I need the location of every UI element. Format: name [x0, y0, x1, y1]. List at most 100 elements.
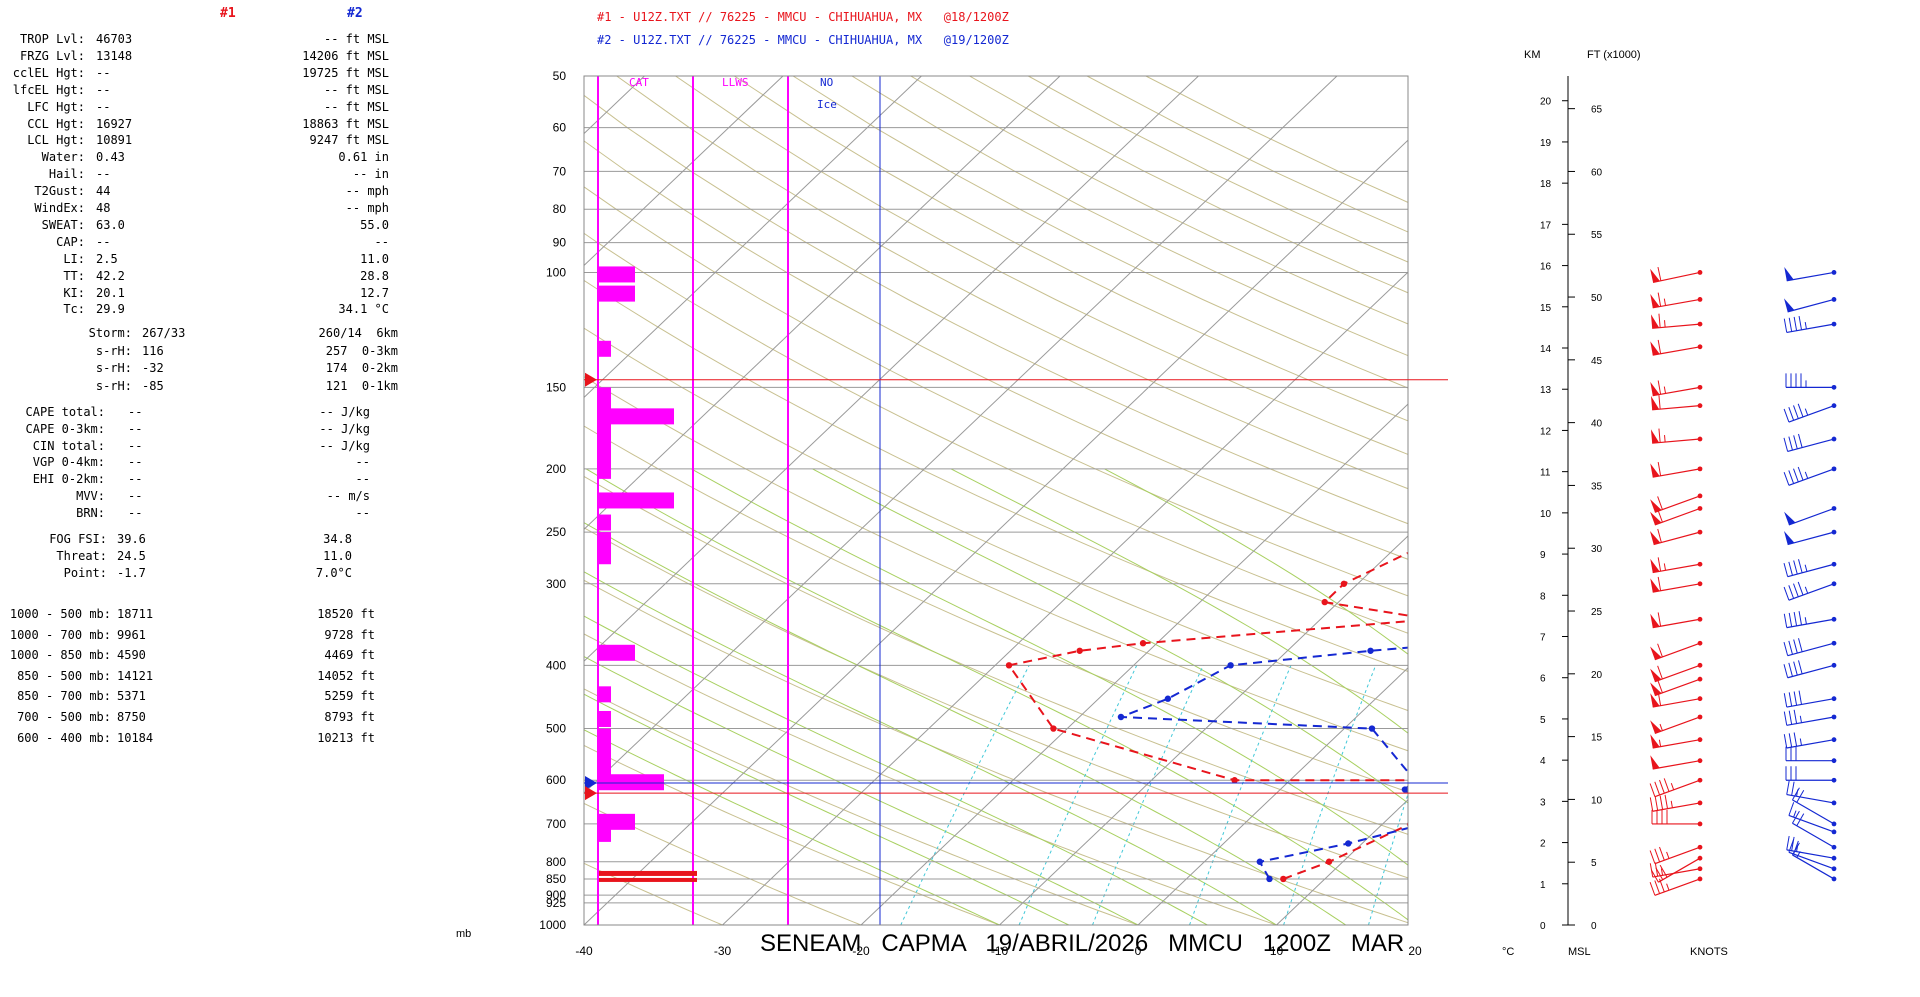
wind-barb-flag — [1783, 437, 1789, 452]
ft-tick-label: 10 — [1591, 795, 1603, 806]
cat-bar — [599, 387, 611, 469]
wind-barb-flag — [1788, 662, 1793, 677]
wind-barb — [1783, 315, 1837, 334]
wind-barb-station — [1831, 662, 1837, 668]
cat-bar — [599, 285, 635, 302]
wind-barb-station — [1831, 561, 1837, 567]
wind-barb — [1650, 461, 1703, 478]
profile-dewpoint-point — [1164, 695, 1172, 702]
wind-barb-station — [1831, 403, 1837, 409]
wind-barb-flag — [1654, 796, 1659, 811]
wind-barb-station — [1831, 640, 1837, 646]
profile-temperature-point — [1628, 466, 1634, 472]
param-value-run1: -1.7 — [117, 566, 146, 580]
profile-dewpoint-point — [1463, 517, 1469, 523]
param-value-run2: 18863 ft MSL — [302, 116, 389, 131]
wind-barb-station — [1831, 821, 1837, 827]
wind-barb-half — [1799, 715, 1802, 723]
wind-barb-flag — [1657, 380, 1662, 395]
cat-bar — [599, 266, 635, 283]
pressure-tick-label: 250 — [546, 525, 566, 539]
param-value-run1: 18711 — [117, 607, 154, 621]
profile-temperature-point — [1507, 752, 1513, 758]
cat-bar — [599, 686, 611, 703]
wind-barb-shaft — [1787, 298, 1835, 313]
wind-barb-station — [1697, 777, 1703, 783]
param-value-run2: 7.0°C — [315, 566, 352, 580]
param-value-run1: 10891 — [96, 133, 133, 148]
param-value-run1: 267/33 — [142, 326, 186, 340]
wind-barb-station — [1697, 297, 1703, 302]
param-value-run1: -85 — [142, 378, 164, 393]
dry-adiabat — [584, 186, 1408, 597]
wind-barb-flag — [1798, 638, 1803, 652]
wind-barb-flag — [1793, 709, 1798, 724]
wind-barb-pennant — [1650, 429, 1660, 444]
wind-barb-flag — [1791, 810, 1800, 824]
param-value-run2: -- — [374, 234, 389, 249]
wind-barb-station — [1831, 466, 1837, 472]
run1-header: #1 — [220, 6, 236, 21]
param-label: Water: — [41, 150, 85, 165]
tropopause-marker-run1 — [585, 372, 597, 387]
cat-bar — [599, 825, 611, 842]
wind-barb-half — [1804, 408, 1809, 416]
dry-adiabat — [910, 76, 1408, 325]
cat-bar — [599, 813, 635, 830]
wind-barb-shaft — [1788, 507, 1835, 526]
pressure-tick-label: 200 — [546, 462, 566, 476]
wind-barb-station — [1831, 270, 1837, 275]
moist-adiabat — [584, 571, 1277, 925]
profile-temperature-point — [1727, 384, 1733, 390]
isotherm — [1415, 76, 1920, 925]
wind-barb-flag — [1793, 316, 1798, 331]
isotherm — [584, 76, 645, 135]
wind-barb-shaft — [1788, 583, 1835, 601]
pressure-tick-label: 500 — [546, 722, 566, 736]
profile-dewpoint-point — [1321, 598, 1328, 606]
wind-barb — [1650, 714, 1703, 734]
wind-barb-station — [1697, 662, 1703, 668]
param-value-run2: -- J/kg — [319, 438, 370, 453]
ft-tick-label: 0 — [1591, 921, 1597, 932]
param-value-run1: -- — [128, 472, 143, 487]
profile-dewpoint-line — [1120, 646, 1408, 880]
wind-barb-shaft — [1652, 698, 1701, 708]
wind-barb — [1649, 876, 1703, 896]
wind-barb — [1650, 855, 1703, 883]
wind-barb-flag — [1783, 563, 1789, 577]
wind-barb-shaft — [1786, 271, 1835, 282]
wind-barb-flag — [1798, 611, 1802, 626]
temp-tick-label: 0 — [1135, 944, 1142, 958]
wind-barb-half — [1804, 617, 1807, 625]
wind-barb — [1650, 339, 1703, 356]
no-ice-label: NO — [820, 76, 833, 89]
wind-barb-half — [1658, 739, 1662, 747]
km-tick-label: 11 — [1540, 468, 1551, 479]
wind-barb-station — [1831, 529, 1837, 535]
moist-adiabat — [584, 656, 1139, 925]
pressure-tick-label: 60 — [553, 121, 567, 135]
profile-temperature-line — [1422, 272, 1920, 879]
wind-barb-half — [1670, 800, 1673, 808]
wind-barb-flag — [1797, 403, 1804, 418]
profile-dewpoint-point — [1340, 580, 1348, 587]
param-value-run2: 11.0 — [323, 549, 352, 563]
wind-barb-station — [1697, 758, 1703, 764]
wind-barb-flag — [1659, 779, 1665, 794]
wind-barb-station — [1831, 777, 1837, 783]
wind-barb-flag — [1786, 835, 1790, 850]
wind-barb-flag — [1657, 292, 1662, 307]
wind-barb — [1650, 676, 1703, 697]
param-value-run2: -- J/kg — [319, 405, 370, 419]
wind-barb-flag — [1798, 690, 1802, 705]
wind-barb-flag — [1783, 408, 1790, 423]
param-label: EHI 0-2km: — [32, 472, 105, 487]
wind-barb-station — [1831, 829, 1837, 835]
ice-label: Ice — [817, 98, 837, 111]
wind-barb — [1649, 794, 1703, 812]
wind-barb-shaft — [1787, 642, 1835, 657]
mixing-ratio-line — [1431, 665, 1508, 925]
ft-tick-label: 55 — [1591, 230, 1603, 241]
wind-barb-station — [1697, 737, 1703, 743]
